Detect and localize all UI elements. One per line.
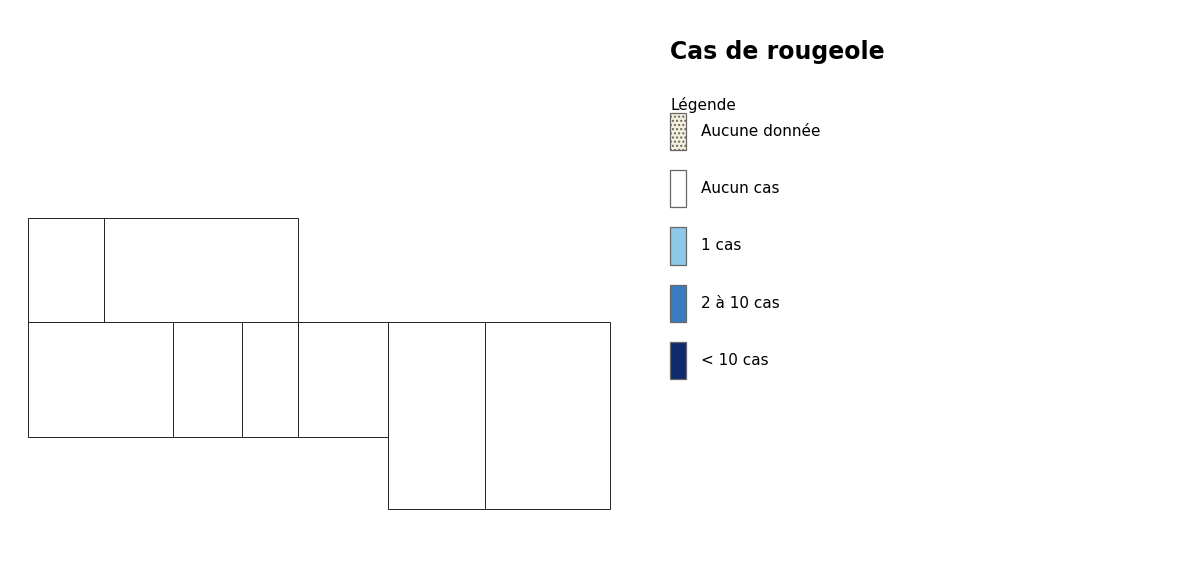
Bar bbox=[670, 341, 686, 379]
Text: Légende: Légende bbox=[670, 97, 736, 113]
Bar bbox=[670, 285, 686, 321]
Polygon shape bbox=[28, 323, 173, 436]
Text: Aucune donnée: Aucune donnée bbox=[701, 124, 820, 139]
Text: Cas de rougeole: Cas de rougeole bbox=[670, 40, 884, 64]
Polygon shape bbox=[104, 219, 298, 374]
Polygon shape bbox=[485, 323, 610, 510]
Polygon shape bbox=[242, 323, 298, 436]
Bar bbox=[670, 113, 686, 150]
Bar bbox=[670, 170, 686, 207]
Text: 1 cas: 1 cas bbox=[701, 239, 740, 253]
Polygon shape bbox=[28, 219, 104, 323]
Polygon shape bbox=[173, 323, 242, 436]
Text: Aucun cas: Aucun cas bbox=[701, 181, 779, 196]
Polygon shape bbox=[298, 323, 388, 436]
Text: < 10 cas: < 10 cas bbox=[701, 353, 768, 368]
Bar bbox=[670, 227, 686, 264]
Text: 2 à 10 cas: 2 à 10 cas bbox=[701, 296, 779, 311]
Polygon shape bbox=[388, 323, 485, 510]
